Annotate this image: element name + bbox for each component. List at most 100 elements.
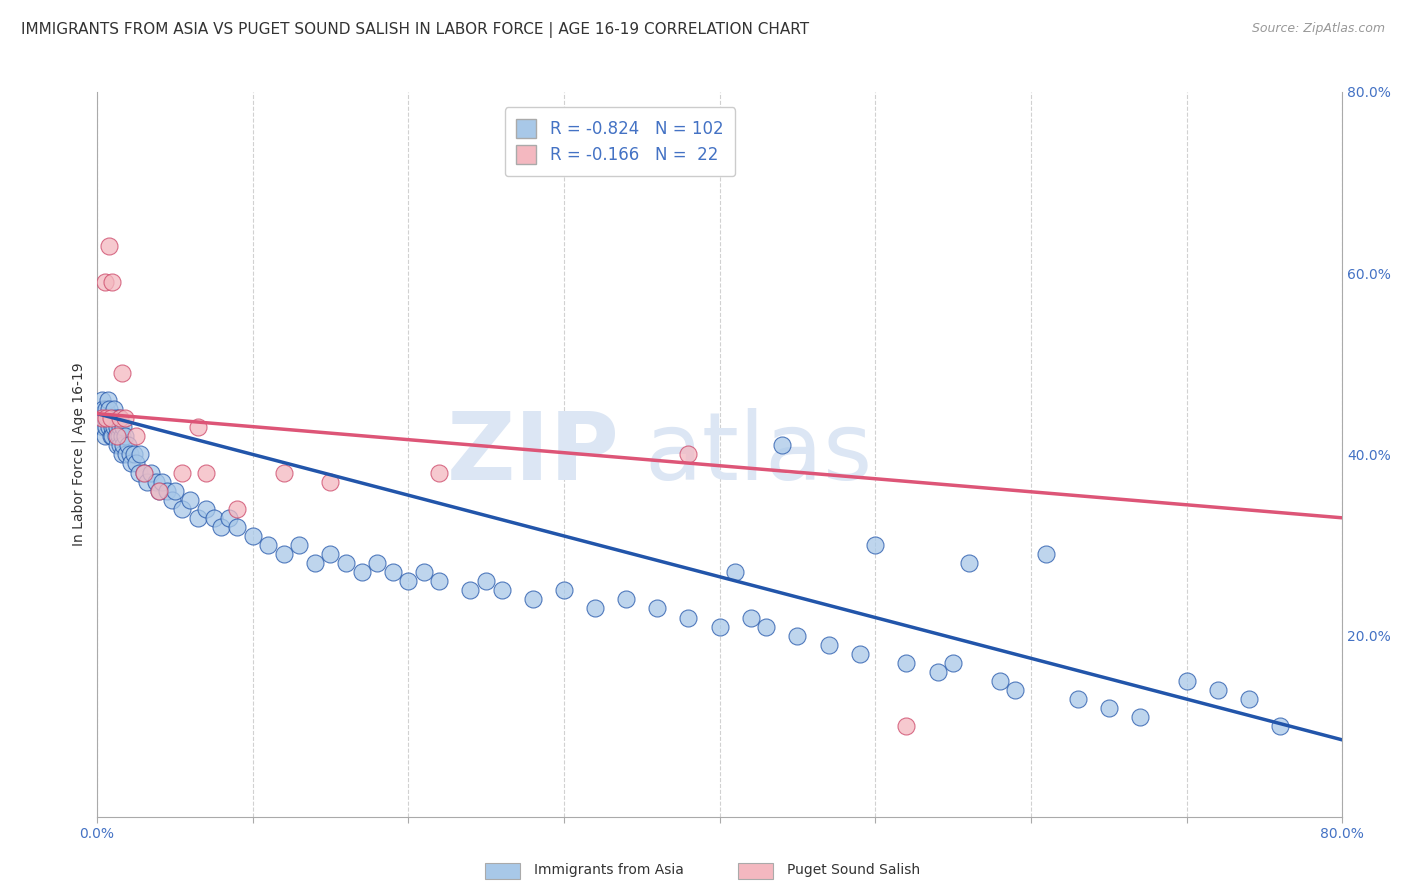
Point <box>132 466 155 480</box>
Point <box>93 411 115 425</box>
Point <box>226 520 249 534</box>
Point <box>896 656 918 670</box>
Point <box>1129 710 1152 724</box>
Point <box>381 565 404 579</box>
Point <box>786 629 808 643</box>
Point <box>242 529 264 543</box>
Point <box>111 447 134 461</box>
Point <box>1004 683 1026 698</box>
Point <box>304 556 326 570</box>
Point <box>91 402 114 417</box>
Point <box>96 411 118 425</box>
Point <box>896 719 918 733</box>
Point <box>187 420 209 434</box>
Point <box>583 601 606 615</box>
Text: atlas: atlas <box>645 409 873 500</box>
Point <box>194 501 217 516</box>
Point <box>475 574 498 589</box>
Point <box>105 438 128 452</box>
Point <box>107 429 129 443</box>
Point <box>427 574 450 589</box>
Point <box>460 583 482 598</box>
Point <box>288 538 311 552</box>
Point <box>319 475 342 489</box>
Point <box>129 447 152 461</box>
Point <box>117 438 139 452</box>
Point <box>100 411 122 425</box>
Point <box>148 483 170 498</box>
Point <box>120 457 142 471</box>
Point <box>160 492 183 507</box>
Point <box>101 275 124 289</box>
Point <box>141 466 163 480</box>
Point <box>396 574 419 589</box>
Point <box>1098 701 1121 715</box>
Point <box>97 411 120 425</box>
Point <box>335 556 357 570</box>
Point <box>103 420 125 434</box>
Point <box>101 420 124 434</box>
Point <box>100 411 122 425</box>
Point <box>125 429 148 443</box>
Point <box>125 457 148 471</box>
Point <box>108 411 131 425</box>
Point <box>927 665 949 679</box>
Point <box>1066 692 1088 706</box>
Point <box>770 438 793 452</box>
Point <box>104 411 127 425</box>
Point <box>103 402 125 417</box>
Point <box>148 483 170 498</box>
Point <box>163 483 186 498</box>
Point <box>101 429 124 443</box>
Point <box>98 402 121 417</box>
Point <box>93 429 115 443</box>
Point <box>817 638 839 652</box>
Point <box>412 565 434 579</box>
Point <box>128 466 150 480</box>
Point <box>863 538 886 552</box>
Point <box>678 610 700 624</box>
Legend: R = -0.824   N = 102, R = -0.166   N =  22: R = -0.824 N = 102, R = -0.166 N = 22 <box>505 107 735 176</box>
Text: IMMIGRANTS FROM ASIA VS PUGET SOUND SALISH IN LABOR FORCE | AGE 16-19 CORRELATIO: IMMIGRANTS FROM ASIA VS PUGET SOUND SALI… <box>21 22 810 38</box>
Point <box>112 438 135 452</box>
Point <box>108 438 131 452</box>
Point <box>755 619 778 633</box>
Point <box>98 420 121 434</box>
Y-axis label: In Labor Force | Age 16-19: In Labor Force | Age 16-19 <box>72 362 86 546</box>
Point <box>96 402 118 417</box>
Point <box>172 466 194 480</box>
Point <box>1206 683 1229 698</box>
Point <box>114 411 136 425</box>
Point <box>132 466 155 480</box>
Point <box>427 466 450 480</box>
Point <box>90 411 112 425</box>
Point <box>366 556 388 570</box>
Point <box>988 673 1011 688</box>
Point <box>273 547 295 561</box>
Point <box>350 565 373 579</box>
Point <box>740 610 762 624</box>
Text: Immigrants from Asia: Immigrants from Asia <box>534 863 685 877</box>
Point <box>645 601 668 615</box>
Point <box>187 511 209 525</box>
Point <box>101 411 124 425</box>
Point <box>202 511 225 525</box>
Point <box>1268 719 1291 733</box>
Point <box>553 583 575 598</box>
Point <box>709 619 731 633</box>
Point <box>942 656 965 670</box>
Point <box>122 447 145 461</box>
Point <box>115 447 138 461</box>
Point <box>114 429 136 443</box>
Text: Puget Sound Salish: Puget Sound Salish <box>787 863 921 877</box>
Point <box>491 583 513 598</box>
Point <box>97 392 120 407</box>
Point <box>104 429 127 443</box>
Point <box>1175 673 1198 688</box>
Point <box>145 475 167 489</box>
Text: ZIP: ZIP <box>447 409 620 500</box>
Point <box>98 239 121 253</box>
Point <box>107 411 129 425</box>
Point <box>93 275 115 289</box>
Point <box>108 420 131 434</box>
